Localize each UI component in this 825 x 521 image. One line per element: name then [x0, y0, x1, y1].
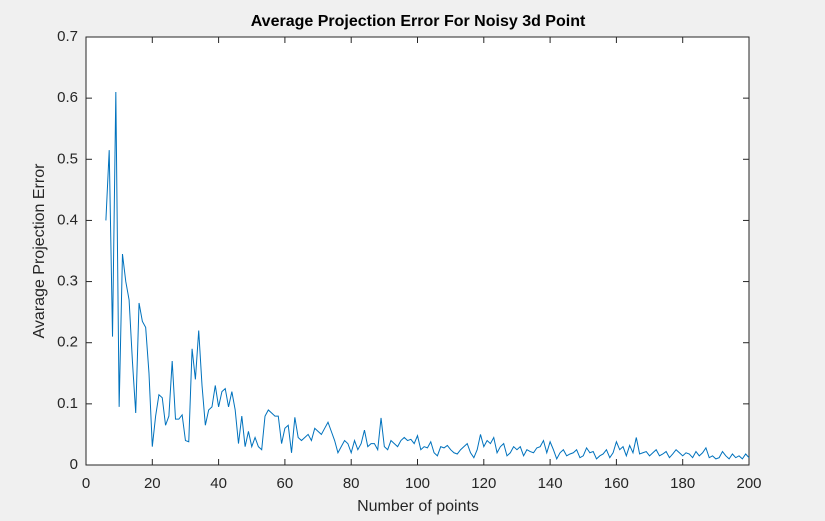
y-tick-label: 0.3: [57, 273, 78, 290]
x-tick-label: 180: [670, 475, 695, 492]
x-tick-label: 60: [277, 475, 294, 492]
x-axis-label: Number of points: [357, 498, 479, 515]
y-tick-label: 0.5: [57, 150, 78, 167]
x-tick-label: 200: [736, 475, 761, 492]
x-tick-label: 40: [210, 475, 227, 492]
y-tick-label: 0.7: [57, 28, 78, 45]
x-tick-label: 20: [144, 475, 161, 492]
y-tick-label: 0.4: [57, 211, 78, 228]
x-tick-label: 100: [405, 475, 430, 492]
y-axis-label: Avarage Projection Error: [31, 163, 48, 339]
data-line: [105, 92, 750, 461]
plot-area: [85, 36, 750, 466]
y-tick-label: 0.1: [57, 395, 78, 412]
x-tick-label: 160: [604, 475, 629, 492]
x-tick-label: 140: [538, 475, 563, 492]
x-tick-label: 120: [471, 475, 496, 492]
y-tick-label: 0.6: [57, 89, 78, 106]
y-tick-label: 0.2: [57, 334, 78, 351]
y-tick-label: 0: [70, 456, 78, 473]
x-tick-label: 80: [343, 475, 360, 492]
chart-title: Average Projection Error For Noisy 3d Po…: [251, 13, 586, 30]
x-tick-label: 0: [82, 475, 90, 492]
